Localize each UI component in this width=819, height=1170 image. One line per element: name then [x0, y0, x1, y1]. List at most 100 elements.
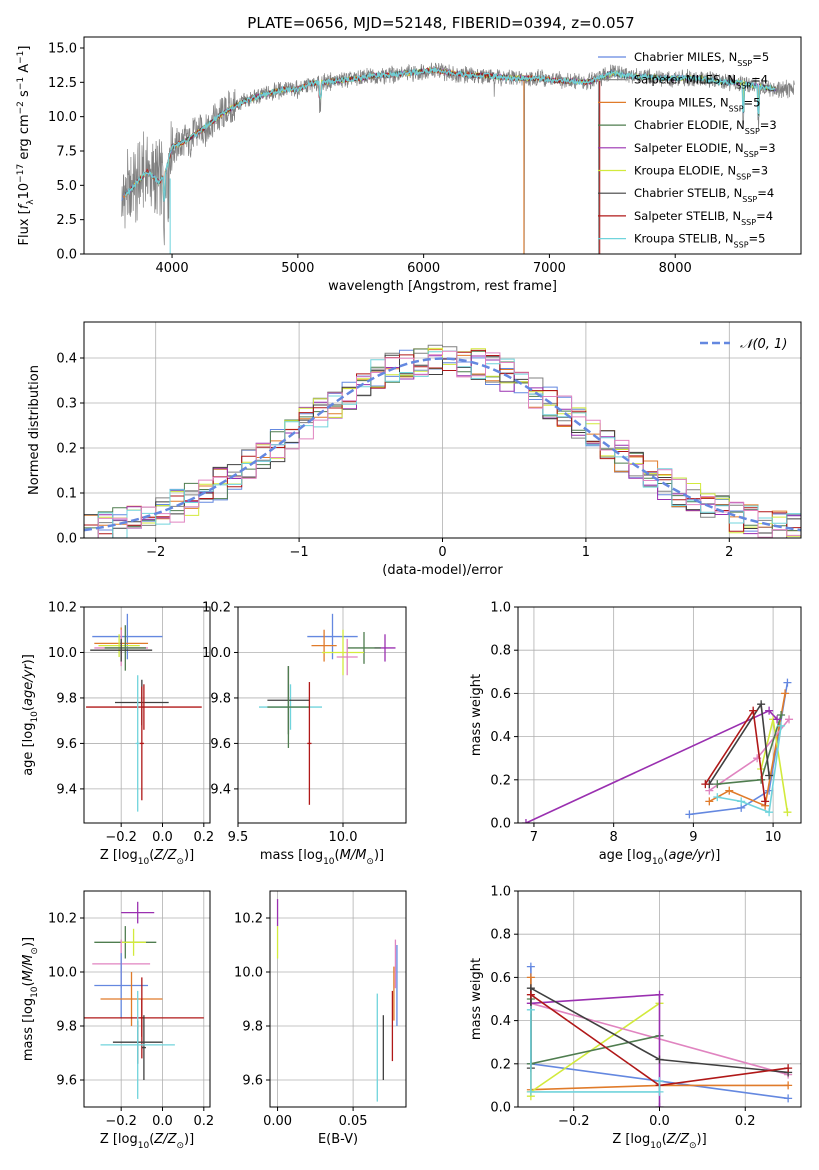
weight_vs_Z-ytick-label: 0.6: [490, 971, 511, 986]
mass_vs_Z-frame: [83, 890, 211, 1108]
residuals-ytick-label: 0.1: [56, 487, 77, 502]
age_vs_Z-marks: [86, 613, 202, 812]
age_vs_Z-ytick-label: 10.2: [48, 601, 77, 616]
age_vs_mass-panel: 9.5 10.0 9.4 9.6 9.8 10.0 10.2 mass [log10(M/M⊙…: [202, 601, 407, 867]
weight_vs_age-xtick-label: 10: [765, 830, 782, 845]
weight-series: [530, 993, 661, 1107]
weight-point: [785, 715, 794, 724]
weight-point: [713, 780, 722, 789]
weight-series: [689, 682, 789, 816]
mass_vs_Z-marks: [84, 901, 204, 1099]
weight-point: [521, 819, 530, 823]
age_vs_mass-ytick-label: 9.6: [210, 737, 231, 752]
weight-point: [761, 797, 770, 806]
weight_vs_age-frame: [517, 606, 802, 824]
mass_vs_Z-xtick-label: 0.0: [152, 1114, 173, 1129]
weight-point: [655, 1087, 664, 1096]
weight-point: [783, 808, 792, 817]
weight-point: [526, 990, 535, 999]
legend-entry: Kroupa STELIB, NSSP=5: [634, 232, 765, 250]
spectrum-panel: 4000 5000 6000 7000 8000 0.0 2.5 5.0 7.5 10.0 12.5…: [16, 36, 802, 294]
weight-point: [526, 962, 535, 971]
weight_vs_Z-xtick-label: −0.2: [558, 1114, 590, 1129]
residuals-xtick-label: 0: [438, 545, 446, 560]
weight_vs_age-ytick-label: 1.0: [490, 601, 511, 616]
mass_vs_EBV-ytick-label: 9.8: [242, 1020, 263, 1035]
weight_vs_age-xtick-label: 8: [610, 830, 618, 845]
age_vs_Z-xtick-label: 0.2: [193, 830, 214, 845]
residuals-ytick-label: 0.0: [56, 532, 77, 547]
legend-entry: Salpeter MILES, NSSP=4: [634, 73, 768, 91]
spectrum-xtick-label: 5000: [281, 261, 314, 276]
weight_vs_age-ytick-label: 0.8: [490, 644, 511, 659]
x-axis-label: Z [log10(Z/Z⊙)]: [612, 1132, 706, 1151]
weight-point: [737, 797, 746, 806]
figure-title: PLATE=0656, MJD=52148, FIBERID=0394, z=0…: [247, 14, 634, 32]
mass_vs_EBV-marks: [276, 899, 398, 1102]
weight_vs_age-ytick-label: 0.6: [490, 687, 511, 702]
weight-point: [725, 786, 734, 795]
age_vs_mass-xtick-label: 9.5: [228, 830, 249, 845]
age_vs_mass-ytick-label: 9.4: [210, 782, 231, 797]
residuals-xtick-label: 2: [725, 545, 733, 560]
age_vs_Z-xtick-label: −0.2: [105, 830, 137, 845]
weight-point: [784, 1064, 793, 1073]
age_vs_mass-marks: [259, 613, 396, 805]
y-axis-label: Flux [fλ10−17 erg cm−2 s−1 A−1]: [16, 46, 36, 246]
spectrum-ytick-label: 15.0: [48, 41, 77, 56]
y-axis-label: mass weight: [469, 674, 484, 756]
model-chabrier-elodie: [127, 67, 777, 200]
weight-point: [784, 1094, 793, 1103]
residuals-panel: −2 −1 0 1 2 0.0 0.1 0.2 0.3 0.4 𝒩(0, 1) (data-model…: [27, 321, 802, 578]
weight_vs_Z-xtick-label: 0.0: [649, 1114, 670, 1129]
weight-point: [526, 1005, 535, 1014]
weight_vs_age-ytick-label: 0.4: [490, 730, 511, 745]
weight-point: [749, 706, 758, 715]
mass_vs_Z-ytick-label: 9.6: [56, 1074, 77, 1089]
weight-series: [717, 725, 782, 814]
weight-point: [655, 990, 664, 999]
spectrum-ytick-label: 10.0: [48, 110, 77, 125]
mass_vs_EBV-xtick-label: 0.00: [263, 1114, 292, 1129]
weight_vs_Z-xtick-label: 0.2: [735, 1114, 756, 1129]
y-axis-label: Normed distribution: [27, 365, 42, 495]
age_vs_mass-ytick-label: 10.2: [202, 601, 231, 616]
spectrum-ytick-label: 5.0: [56, 179, 77, 194]
x-axis-label: (data-model)/error: [382, 563, 503, 578]
weight-point: [701, 780, 710, 789]
legend-entry: Chabrier STELIB, NSSP=4: [634, 186, 774, 204]
weight-point: [655, 1077, 664, 1086]
age_vs_Z-frame: [83, 606, 211, 824]
residuals-marks: [84, 344, 801, 538]
residuals-ytick-label: 0.2: [56, 442, 77, 457]
legend-entry: Salpeter STELIB, NSSP=4: [634, 209, 773, 227]
model-salpeter-elodie: [126, 66, 777, 201]
residuals-xtick-label: −2: [146, 545, 165, 560]
weight-series: [525, 709, 778, 823]
residual-histogram: [84, 347, 801, 538]
model-kroupa-elodie: [133, 66, 777, 199]
legend-entry: Chabrier MILES, NSSP=5: [634, 50, 769, 68]
x-axis-label: wavelength [Angstrom, rest frame]: [328, 279, 557, 294]
weight-point: [526, 973, 535, 982]
age_vs_mass-ytick-label: 10.0: [202, 646, 231, 661]
weight-point: [685, 810, 694, 819]
spectrum-frame: [83, 36, 802, 255]
weight_vs_age-ytick-label: 0.0: [490, 817, 511, 832]
x-axis-label: E(B-V): [318, 1132, 358, 1147]
weight-point: [765, 771, 774, 780]
mass_vs_EBV-ytick-label: 9.6: [242, 1074, 263, 1089]
y-axis-label: mass [log10(M/M⊙)]: [21, 937, 40, 1061]
age_vs_mass-ytick-label: 9.8: [210, 691, 231, 706]
weight-point: [773, 715, 782, 724]
y-axis-label: mass weight: [469, 958, 484, 1040]
weight_vs_age-xtick-label: 9: [689, 830, 697, 845]
residual-histogram: [84, 350, 801, 538]
x-axis-label: mass [log10(M/M⊙)]: [260, 848, 384, 867]
weight-point: [765, 706, 774, 715]
weight_vs_age-ytick-label: 0.2: [490, 773, 511, 788]
mass_vs_Z-xtick-label: −0.2: [105, 1114, 137, 1129]
observed-spectrum: [121, 62, 795, 254]
weight_vs_age-panel: 7 8 9 10 0.0 0.2 0.4 0.6 0.8 1.0 age [log10(age/yr…: [469, 601, 802, 867]
